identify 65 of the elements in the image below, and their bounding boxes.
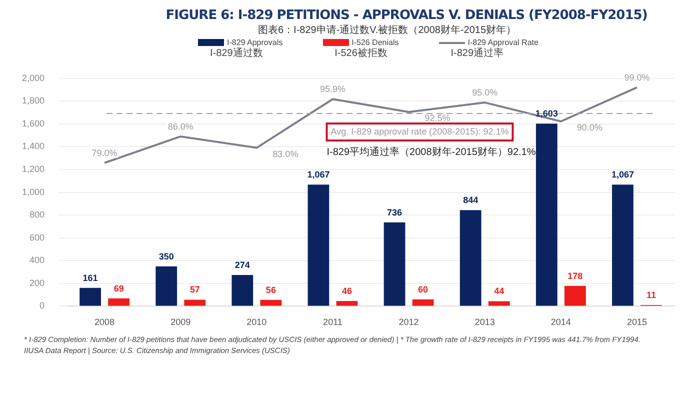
y-tick-label: 1,400 [22, 141, 45, 152]
legend-label: I-829 Approval Rate I-829通过率 [450, 37, 538, 59]
data-label: 11 [646, 290, 656, 300]
data-label: 95.9% [320, 84, 346, 94]
x-tick-label: 2009 [170, 317, 191, 328]
legend-label: I-526 Denials I-526被拒数 [334, 37, 399, 59]
data-label: 178 [568, 270, 583, 281]
bar [232, 274, 254, 306]
x-tick-label: 2013 [474, 317, 495, 328]
data-label: 1,067 [307, 170, 330, 180]
y-tick-label: 800 [29, 210, 45, 220]
y-tick-label: 200 [29, 278, 45, 288]
bar [536, 124, 558, 306]
bar [108, 298, 130, 306]
bar [384, 222, 406, 306]
data-label: 83.0% [272, 148, 298, 159]
data-label: 60 [418, 284, 428, 294]
bar [412, 299, 434, 306]
y-tick-label: 400 [29, 255, 45, 266]
bar [564, 286, 586, 306]
bar [612, 184, 634, 306]
y-tick-label: 1,200 [22, 164, 45, 174]
x-tick-label: 2011 [323, 317, 342, 328]
legend-label: I-829 Approvals I-829通过数 [210, 37, 283, 59]
data-label: 99.0% [624, 72, 650, 82]
chart-title: FIGURE 6: I-829 PETITIONS - APPROVALS V. DENIALS (FY2008-FY2015) [164, 8, 648, 23]
data-label: 44 [494, 286, 504, 296]
y-tick-label: 2,000 [22, 72, 45, 83]
y-tick-label: 1,800 [22, 96, 45, 106]
data-label: 844 [463, 195, 478, 206]
data-label: 161 [82, 272, 98, 283]
data-label: 736 [387, 207, 402, 218]
y-tick-label: 0 [40, 300, 45, 311]
data-label: 90.0% [576, 122, 602, 132]
annotation: I-829平均通过率（2008财年-2015财年）92.1% [326, 146, 536, 158]
data-label: 79.0% [92, 148, 118, 158]
data-label: 46 [342, 286, 352, 296]
bar [260, 300, 282, 306]
x-tick-label: 2008 [94, 317, 115, 328]
y-tick-label: 1,600 [22, 118, 45, 128]
bar [488, 301, 510, 306]
data-label: 57 [190, 284, 200, 295]
ref-line-label: Avg. I-829 approval rate (2008-2015): 92.1% [330, 126, 509, 136]
chart-subtitle: 图表6：I-829申请-通过数V.被拒数（2008财年-2015财年） [258, 24, 518, 37]
data-label: 1,067 [611, 170, 634, 180]
x-tick-label: 2012 [398, 317, 419, 328]
bar [156, 266, 178, 306]
data-label: 86.0% [168, 121, 194, 132]
data-label: 56 [266, 284, 276, 295]
y-tick-label: 600 [29, 232, 45, 242]
x-tick-label: 2015 [626, 317, 647, 328]
y-tick-label: 1,000 [22, 186, 45, 197]
data-label: 350 [158, 251, 174, 262]
data-label: 1,603 [535, 108, 558, 119]
data-label: 92.5% [424, 112, 450, 123]
bar [80, 288, 101, 306]
bar [184, 300, 206, 306]
data-label: 69 [114, 283, 124, 294]
data-label: 274 [234, 260, 250, 270]
bar [336, 300, 358, 306]
x-tick-label: 2010 [246, 317, 267, 328]
bar [460, 210, 482, 306]
bar [308, 184, 330, 306]
data-label: 95.0% [472, 88, 498, 98]
x-tick-label: 2014 [550, 317, 571, 328]
